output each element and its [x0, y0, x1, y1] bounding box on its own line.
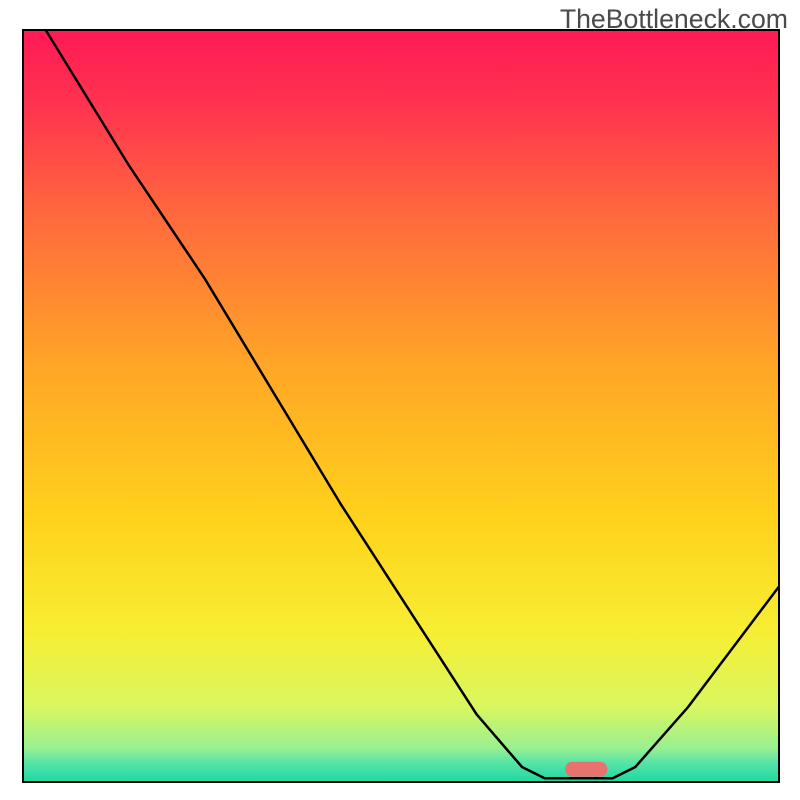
plot-background	[23, 30, 779, 782]
bottleneck-chart: TheBottleneck.com	[0, 0, 800, 800]
optimal-marker	[565, 762, 607, 777]
chart-canvas	[0, 0, 800, 800]
